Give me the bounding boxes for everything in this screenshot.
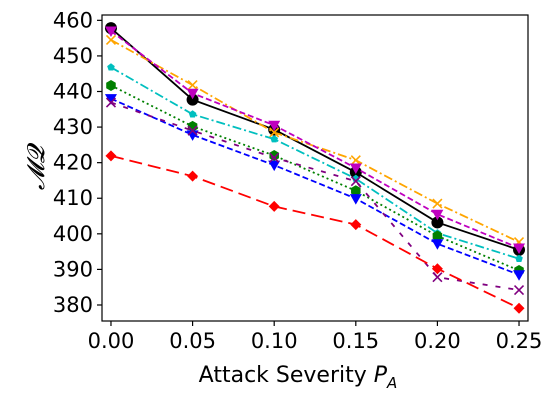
data-point bbox=[432, 198, 443, 209]
data-point bbox=[513, 270, 526, 281]
series-line bbox=[110, 84, 520, 272]
y-tick-label: 450 bbox=[53, 44, 93, 68]
series-line bbox=[110, 155, 520, 310]
data-point bbox=[432, 272, 443, 283]
data-point bbox=[269, 150, 279, 162]
data-point bbox=[515, 254, 523, 262]
series-group bbox=[106, 79, 524, 276]
x-tick-label: 0.05 bbox=[169, 329, 216, 353]
series-group bbox=[105, 97, 525, 296]
axes-ticks: 0.00 0.05 0.10 0.15 0.20 0.25 380 390 400 410 420 4… bbox=[53, 8, 542, 353]
data-point bbox=[104, 94, 117, 105]
data-point bbox=[186, 93, 199, 106]
data-point bbox=[104, 26, 117, 38]
y-axis-label: 𝓜𝓠 bbox=[22, 142, 50, 190]
data-point bbox=[186, 88, 199, 100]
x-tick-label: 0.20 bbox=[414, 329, 461, 353]
x-axis-label: Attack Severity PA bbox=[199, 363, 398, 392]
data-point bbox=[107, 63, 115, 71]
data-point bbox=[269, 152, 280, 163]
x-tick-label: 0.25 bbox=[496, 329, 543, 353]
y-tick-label: 420 bbox=[53, 151, 93, 175]
data-point bbox=[431, 263, 443, 275]
data-point bbox=[105, 34, 117, 45]
y-tick-label: 410 bbox=[53, 186, 93, 210]
series-line bbox=[110, 101, 520, 291]
y-tick-label: 380 bbox=[53, 293, 93, 317]
series-line bbox=[110, 97, 520, 276]
data-point bbox=[350, 155, 361, 166]
data-point bbox=[105, 150, 117, 162]
data-point bbox=[349, 194, 362, 205]
data-point bbox=[351, 185, 361, 197]
data-point bbox=[513, 302, 525, 314]
plot-area bbox=[104, 22, 526, 314]
data-point bbox=[431, 239, 444, 250]
y-tick-label: 460 bbox=[53, 8, 93, 32]
data-point bbox=[106, 79, 116, 91]
data-point bbox=[268, 200, 280, 212]
y-tick-label: 400 bbox=[53, 222, 93, 246]
y-tick-label: 430 bbox=[53, 115, 93, 139]
data-point bbox=[350, 176, 361, 187]
series-group bbox=[107, 63, 523, 262]
y-tick-label: 440 bbox=[53, 80, 93, 104]
data-point bbox=[268, 160, 281, 172]
data-point bbox=[188, 110, 197, 118]
data-point bbox=[432, 230, 443, 242]
series-group bbox=[104, 22, 526, 256]
data-point bbox=[431, 209, 444, 221]
series-line bbox=[110, 30, 520, 249]
data-point bbox=[269, 127, 280, 138]
series-line bbox=[110, 66, 520, 260]
y-tick-label: 390 bbox=[53, 257, 93, 281]
data-point bbox=[268, 120, 281, 132]
data-point bbox=[187, 170, 199, 182]
data-point bbox=[350, 219, 362, 231]
data-point bbox=[513, 284, 525, 296]
data-point bbox=[270, 135, 278, 143]
data-point bbox=[105, 97, 117, 108]
series-line bbox=[110, 27, 520, 251]
series-group bbox=[104, 94, 526, 281]
series-group bbox=[104, 26, 526, 255]
data-point bbox=[349, 163, 362, 174]
data-point bbox=[187, 80, 198, 91]
series-group bbox=[105, 34, 525, 248]
x-tick-label: 0.10 bbox=[251, 329, 298, 353]
data-point bbox=[513, 243, 526, 255]
series-group bbox=[105, 150, 525, 314]
x-tick-label: 0.00 bbox=[88, 329, 135, 353]
series-line bbox=[110, 39, 520, 243]
data-point bbox=[431, 216, 444, 229]
x-tick-label: 0.15 bbox=[332, 329, 379, 353]
plot-frame bbox=[101, 14, 529, 322]
data-point bbox=[187, 125, 198, 136]
